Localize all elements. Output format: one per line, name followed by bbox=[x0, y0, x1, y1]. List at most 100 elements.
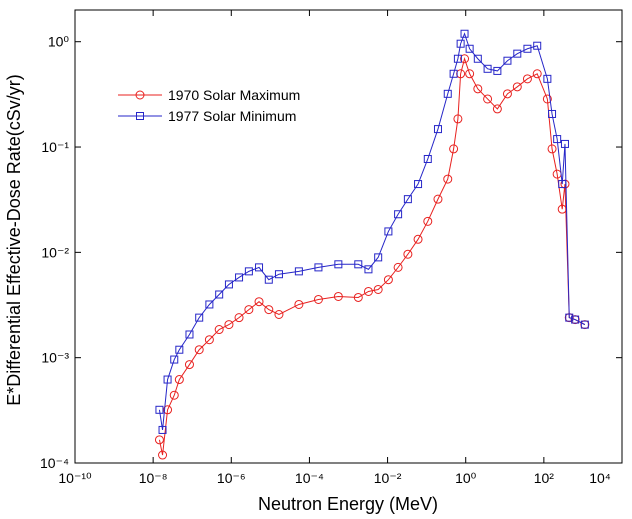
data-point bbox=[503, 56, 512, 65]
x-tick-label: 10⁻¹⁰ bbox=[58, 470, 92, 486]
x-tick-label: 10⁻⁸ bbox=[139, 470, 168, 486]
data-point bbox=[443, 174, 453, 184]
data-point bbox=[214, 325, 224, 335]
data-point bbox=[175, 345, 184, 354]
legend-marker bbox=[136, 112, 144, 120]
data-point bbox=[244, 305, 254, 315]
data-point bbox=[224, 280, 233, 289]
data-point bbox=[174, 375, 184, 385]
y-tick-label: 10⁻¹ bbox=[41, 139, 69, 155]
data-point bbox=[449, 144, 459, 154]
data-point bbox=[158, 425, 167, 434]
data-point bbox=[205, 300, 214, 309]
x-axis-label: Neutron Energy (MeV) bbox=[258, 494, 438, 514]
x-tick-label: 10⁻⁶ bbox=[217, 470, 246, 486]
data-point bbox=[533, 41, 542, 50]
data-point bbox=[353, 292, 363, 302]
data-point bbox=[294, 267, 303, 276]
data-point bbox=[194, 345, 204, 355]
x-tick-label: 10² bbox=[534, 470, 555, 486]
data-point bbox=[433, 194, 443, 204]
data-point bbox=[465, 44, 474, 53]
data-point bbox=[314, 263, 323, 272]
x-tick-label: 10⁰ bbox=[455, 470, 477, 486]
data-point bbox=[553, 135, 562, 144]
data-point bbox=[158, 450, 168, 460]
data-point bbox=[449, 69, 458, 78]
data-point bbox=[502, 89, 512, 99]
data-point bbox=[460, 54, 470, 64]
data-point bbox=[548, 109, 557, 118]
data-point bbox=[423, 154, 432, 163]
data-point bbox=[558, 180, 567, 189]
data-point bbox=[522, 74, 532, 84]
data-point bbox=[170, 355, 179, 364]
series-line bbox=[158, 32, 586, 431]
data-point bbox=[523, 44, 532, 53]
data-point bbox=[195, 313, 204, 322]
series-line bbox=[158, 57, 586, 456]
data-point bbox=[483, 64, 492, 73]
data-point bbox=[433, 125, 442, 134]
data-point bbox=[354, 260, 363, 269]
data-point bbox=[235, 273, 244, 282]
data-point bbox=[264, 305, 274, 315]
data-point bbox=[403, 249, 413, 259]
data-point bbox=[513, 49, 522, 58]
data-point bbox=[244, 267, 253, 276]
data-point bbox=[374, 253, 383, 262]
data-point bbox=[333, 291, 343, 301]
legend-label: 1970 Solar Maximum bbox=[168, 87, 300, 103]
data-point bbox=[483, 94, 493, 104]
x-tick-label: 10⁻² bbox=[374, 470, 402, 486]
data-point bbox=[163, 405, 173, 415]
data-point bbox=[274, 270, 283, 279]
y-axis-label: E*Differential Effective-Dose Rate(cSv/y… bbox=[4, 74, 24, 405]
data-point bbox=[373, 284, 383, 294]
data-point bbox=[423, 216, 433, 226]
data-point bbox=[274, 310, 284, 320]
data-point bbox=[460, 29, 469, 38]
x-tick-label: 10⁻⁴ bbox=[295, 470, 324, 486]
data-point bbox=[473, 84, 483, 94]
data-point bbox=[560, 139, 569, 148]
data-point bbox=[163, 375, 172, 384]
data-point bbox=[363, 286, 373, 296]
data-point bbox=[334, 260, 343, 269]
data-point bbox=[453, 54, 462, 63]
data-point bbox=[414, 180, 423, 189]
y-tick-label: 10⁰ bbox=[48, 34, 70, 50]
data-point bbox=[492, 104, 502, 114]
data-point bbox=[204, 335, 214, 345]
data-point bbox=[224, 320, 234, 330]
data-point bbox=[255, 263, 264, 272]
y-tick-label: 10⁻⁴ bbox=[40, 455, 69, 471]
data-point bbox=[493, 66, 502, 75]
data-point bbox=[393, 262, 403, 272]
legend-marker bbox=[135, 90, 145, 100]
data-point bbox=[547, 144, 557, 154]
legend-label: 1977 Solar Minimum bbox=[168, 108, 296, 124]
data-point bbox=[456, 39, 465, 48]
data-point bbox=[384, 227, 393, 236]
data-point bbox=[565, 313, 574, 322]
data-point bbox=[313, 294, 323, 304]
data-point bbox=[383, 275, 393, 285]
data-point bbox=[413, 234, 423, 244]
plot-frame bbox=[74, 9, 623, 464]
data-point bbox=[403, 195, 412, 204]
data-point bbox=[184, 360, 194, 370]
data-point bbox=[512, 82, 522, 92]
data-point bbox=[453, 114, 463, 124]
data-point bbox=[543, 74, 552, 83]
data-point bbox=[571, 315, 580, 324]
data-point bbox=[185, 330, 194, 339]
data-point bbox=[215, 290, 224, 299]
data-point bbox=[580, 320, 589, 329]
data-point bbox=[169, 390, 179, 400]
data-point bbox=[264, 275, 273, 284]
data-point bbox=[443, 89, 452, 98]
data-point bbox=[473, 54, 482, 63]
data-point bbox=[294, 299, 304, 309]
